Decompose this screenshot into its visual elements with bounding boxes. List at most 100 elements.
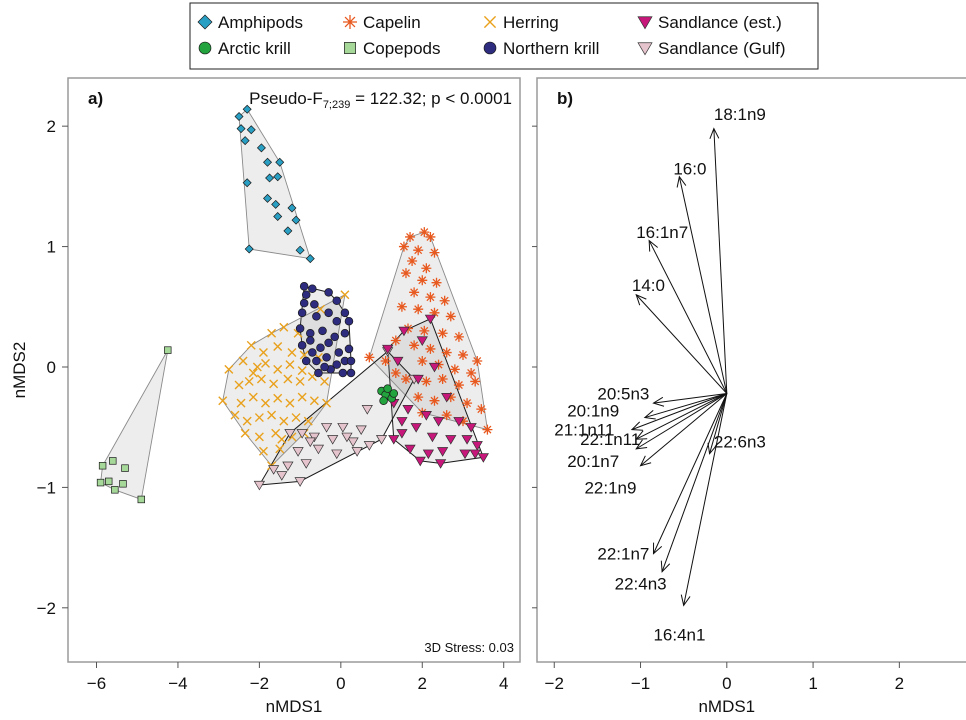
data-point (400, 268, 411, 279)
data-point (261, 358, 270, 368)
panel-a-frame (67, 77, 521, 663)
y-tick-label: 1 (47, 238, 56, 257)
data-point (263, 193, 273, 203)
data-point (322, 353, 331, 362)
data-point (297, 308, 307, 318)
data-point (273, 342, 283, 352)
legend-marker (343, 15, 357, 29)
data-point (413, 392, 424, 403)
data-point (383, 384, 392, 393)
data-point (439, 295, 450, 306)
data-point (429, 307, 440, 318)
data-point (119, 480, 127, 488)
vector-line (653, 393, 728, 554)
vector-line (713, 128, 728, 394)
data-point (299, 298, 309, 308)
data-point (472, 355, 483, 366)
panel-label: b) (557, 89, 573, 108)
data-point (238, 356, 248, 366)
data-point (426, 432, 439, 443)
data-point (380, 355, 391, 366)
data-point (295, 245, 305, 255)
data-point (98, 462, 107, 470)
data-point (416, 336, 428, 346)
data-point (388, 435, 400, 445)
panel-b-frame (536, 77, 966, 663)
data-point (338, 368, 348, 378)
vector-label: 16:4n1 (653, 625, 705, 644)
data-point (296, 429, 308, 439)
data-point (314, 368, 323, 378)
vector-arrowhead (652, 396, 665, 407)
data-point (425, 343, 436, 354)
data-point (413, 245, 424, 256)
series-sandlance-est- (382, 314, 489, 469)
data-point (252, 362, 262, 372)
data-point (459, 449, 471, 460)
vector-line (661, 393, 728, 572)
data-point (258, 348, 268, 358)
data-point (301, 290, 311, 300)
x-tick-label: 0 (336, 674, 345, 693)
data-point (470, 376, 481, 387)
data-point (390, 335, 401, 346)
data-point (431, 277, 442, 288)
y-tick-label: 2 (47, 117, 56, 136)
data-point (267, 328, 277, 338)
data-point (273, 211, 283, 221)
data-point (230, 410, 240, 420)
data-point (361, 405, 373, 415)
data-point (320, 362, 329, 372)
data-point (417, 275, 428, 286)
vector-line (644, 393, 727, 419)
vector: 20:5n3 (597, 384, 727, 407)
stress-label: 3D Stress: 0.03 (424, 640, 514, 655)
data-point (327, 435, 339, 445)
vector-label: 20:5n3 (597, 384, 649, 403)
vector: 20:1n9 (567, 393, 727, 420)
vector-arrowhead (680, 594, 691, 607)
vector: 16:0 (673, 159, 728, 394)
data-point (453, 417, 465, 427)
data-point (390, 368, 401, 379)
data-point (283, 226, 293, 236)
data-point (437, 447, 449, 457)
x-axis-label: nMDS1 (698, 697, 755, 716)
data-point (392, 356, 404, 367)
data-point (400, 374, 411, 385)
legend-marker (483, 15, 497, 29)
series-capelin (364, 227, 493, 435)
data-point (285, 360, 295, 370)
vector-label: 21:1n11 (554, 421, 614, 440)
data-point (312, 444, 325, 455)
data-point (242, 104, 252, 114)
x-tick-label: 0 (722, 674, 731, 693)
vector-label: 22:1n7 (597, 545, 649, 564)
data-point (234, 112, 244, 122)
data-point (396, 301, 407, 312)
data-point (275, 444, 285, 454)
x-tick-label: 2 (895, 674, 904, 693)
data-point (242, 178, 252, 188)
x-tick-label: −2 (250, 674, 269, 693)
data-point (111, 486, 119, 494)
legend-marker (483, 41, 497, 55)
data-point (256, 143, 266, 153)
data-point (304, 437, 316, 448)
data-point (240, 136, 250, 146)
data-point (351, 447, 363, 457)
data-point (292, 447, 304, 457)
data-point (320, 376, 330, 386)
data-point (268, 465, 280, 475)
data-point (291, 413, 301, 423)
legend-label: Sandlance (est.) (658, 13, 782, 32)
panel-b: −2 −1 0 1 2 nMDS1 b) 18:1n9 16:0 16:1n7 14:0 20:5n3… (532, 77, 966, 716)
data-point (310, 300, 319, 309)
vector: 22:6n3 (707, 393, 766, 455)
pseudo-f-annotation: Pseudo-F7;239 = 122.32; p < 0.0001 (249, 89, 512, 111)
data-point (437, 374, 448, 385)
legend-marker (637, 42, 653, 56)
legend-label: Copepods (363, 39, 441, 58)
data-point (466, 368, 477, 379)
vector: 18:1n9 (709, 105, 766, 394)
